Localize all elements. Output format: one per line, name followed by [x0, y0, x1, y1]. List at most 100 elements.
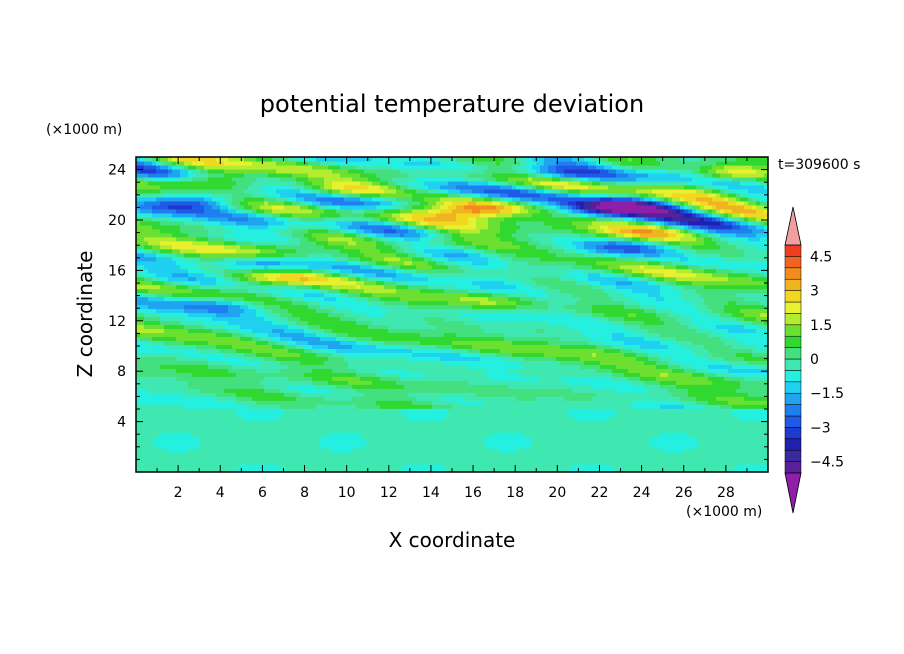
field-cell	[700, 412, 705, 417]
field-cell	[412, 448, 417, 453]
field-cell	[672, 460, 677, 465]
field-cell	[400, 452, 405, 457]
field-cell	[760, 436, 765, 441]
field-cell	[444, 440, 449, 445]
field-cell	[748, 396, 753, 401]
field-cell	[540, 388, 545, 393]
field-cell	[256, 400, 261, 405]
field-cell	[368, 352, 373, 357]
field-cell	[228, 432, 233, 437]
field-cell	[572, 408, 577, 413]
field-cell	[160, 392, 165, 397]
field-cell	[552, 464, 557, 469]
field-cell	[380, 424, 385, 429]
field-cell	[660, 380, 665, 385]
field-cell	[248, 404, 253, 409]
field-cell	[668, 372, 673, 377]
field-cell	[152, 424, 157, 429]
field-cell	[480, 356, 485, 361]
field-cell	[228, 376, 233, 381]
field-cell	[616, 396, 621, 401]
field-cell	[648, 392, 653, 397]
field-cell	[492, 348, 497, 353]
field-cell	[556, 372, 561, 377]
field-cell	[548, 388, 553, 393]
field-cell	[628, 404, 633, 409]
field-cell	[444, 400, 449, 405]
field-cell	[320, 380, 325, 385]
field-cell	[584, 392, 589, 397]
field-cell	[748, 468, 753, 472]
field-cell	[548, 424, 553, 429]
field-cell	[620, 408, 625, 413]
field-cell	[256, 348, 261, 353]
field-cell	[392, 404, 397, 409]
field-cell	[216, 404, 221, 409]
field-cell	[660, 372, 665, 377]
field-cell	[412, 348, 417, 353]
field-cell	[372, 364, 377, 369]
field-cell	[272, 368, 277, 373]
field-cell	[284, 424, 289, 429]
field-cell	[756, 372, 761, 377]
field-cell	[664, 412, 669, 417]
field-cell	[620, 412, 625, 417]
field-cell	[560, 360, 565, 365]
field-cell	[724, 348, 729, 353]
field-cell	[380, 456, 385, 461]
field-cell	[228, 392, 233, 397]
field-cell	[420, 348, 425, 353]
field-cell	[584, 400, 589, 405]
field-cell	[216, 468, 221, 472]
field-cell	[168, 424, 173, 429]
field-cell	[212, 368, 217, 373]
field-cell	[412, 392, 417, 397]
field-cell	[408, 344, 413, 349]
field-cell	[616, 424, 621, 429]
field-cell	[676, 380, 681, 385]
field-cell	[272, 348, 277, 353]
field-cell	[736, 464, 741, 469]
field-cell	[272, 428, 277, 433]
field-cell	[304, 456, 309, 461]
field-cell	[568, 400, 573, 405]
field-cell	[728, 384, 733, 389]
field-cell	[264, 464, 269, 469]
field-cell	[372, 412, 377, 417]
field-cell	[236, 420, 241, 425]
field-cell	[316, 420, 321, 425]
field-cell	[168, 416, 173, 421]
field-cell	[148, 380, 153, 385]
field-cell	[692, 428, 697, 433]
field-cell	[260, 428, 265, 433]
field-cell	[752, 352, 757, 357]
field-cell	[480, 424, 485, 429]
field-cell	[692, 380, 697, 385]
field-cell	[692, 432, 697, 437]
field-cell	[600, 452, 605, 457]
field-cell	[276, 352, 281, 357]
field-cell	[336, 388, 341, 393]
field-cell	[548, 456, 553, 461]
field-cell	[476, 388, 481, 393]
field-cell	[172, 344, 177, 349]
field-cell	[664, 348, 669, 353]
field-cell	[136, 408, 141, 413]
field-cell	[188, 424, 193, 429]
field-cell	[292, 464, 297, 469]
field-cell	[656, 400, 661, 405]
field-cell	[404, 368, 409, 373]
field-cell	[176, 388, 181, 393]
field-cell	[532, 412, 537, 417]
field-cell	[260, 424, 265, 429]
field-cell	[508, 404, 513, 409]
field-cell	[640, 352, 645, 357]
field-cell	[408, 388, 413, 393]
field-cell	[704, 380, 709, 385]
field-cell	[260, 436, 265, 441]
field-cell	[144, 380, 149, 385]
field-cell	[500, 360, 505, 365]
field-cell	[568, 408, 573, 413]
field-cell	[620, 392, 625, 397]
field-cell	[376, 400, 381, 405]
